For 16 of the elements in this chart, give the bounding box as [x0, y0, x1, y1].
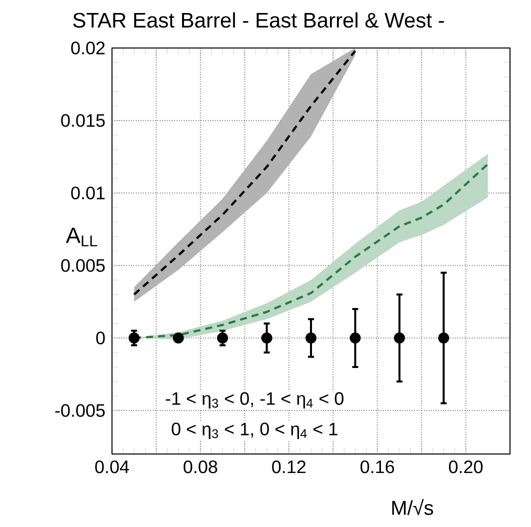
y-tick-label: 0.005 — [61, 259, 105, 272]
x-tick-label: 0.16 — [360, 460, 394, 474]
y-tick-label: -0.005 — [55, 404, 105, 417]
annotation: -1 < η$_{3}$ < 0, -1 < η$_{4}$ < 0 — [166, 392, 344, 408]
x-axis-title: M/√s — [392, 498, 434, 515]
y-tick-label: 0.015 — [61, 114, 105, 127]
x-tick-label: 0.04 — [95, 460, 129, 474]
x-tick-label: 0.20 — [448, 460, 483, 474]
x-tick-label: 0.12 — [272, 460, 306, 474]
y-tick-label: 0.02 — [71, 42, 105, 54]
y-tick-label: 0.01 — [71, 186, 105, 200]
y-axis-title: A$_{LL}$ — [66, 228, 98, 246]
annotation: 0 < η$_{3}$ < 1, 0 < η$_{4}$ < 1 — [172, 422, 338, 439]
y-tick-label: 0 — [96, 332, 105, 344]
x-tick-label: 0.08 — [184, 460, 218, 474]
chart-title: STAR East Barrel - East Barrel & West - — [73, 12, 444, 28]
